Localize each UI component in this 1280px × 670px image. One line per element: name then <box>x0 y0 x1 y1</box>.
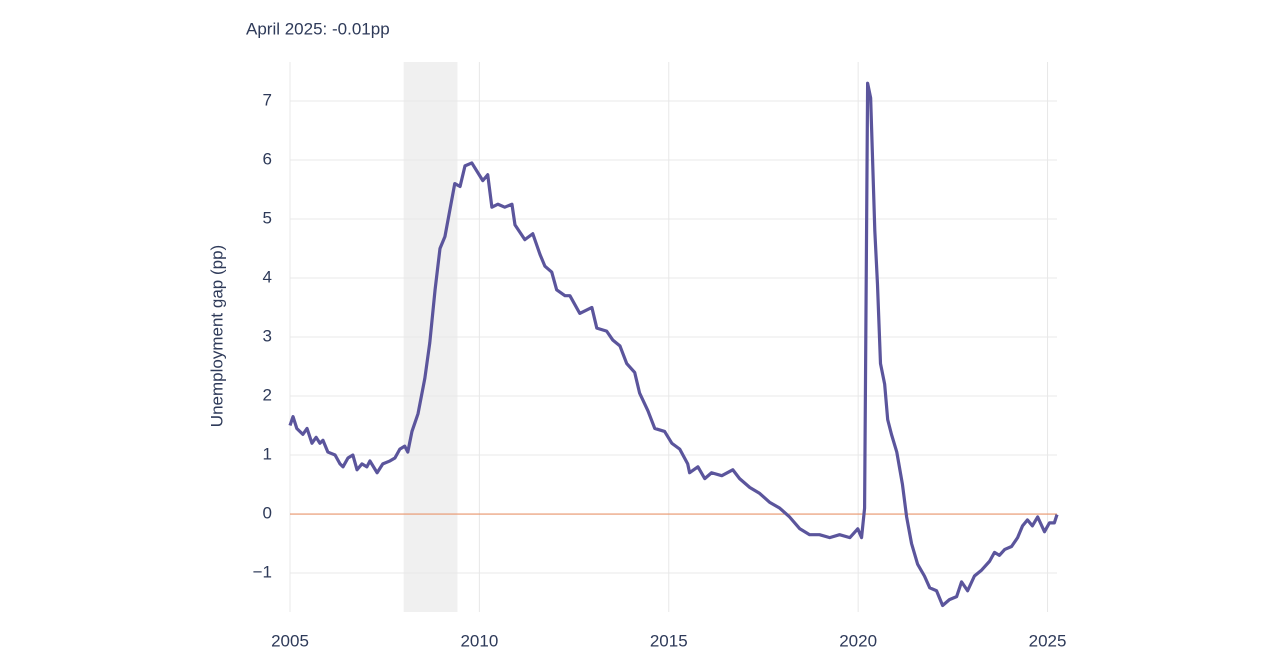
data-line <box>288 81 1059 608</box>
y-tick-label: 0 <box>263 504 272 523</box>
y-tick-label: 5 <box>263 208 272 227</box>
x-tick-label: 2005 <box>271 631 309 650</box>
y-tick-label: 6 <box>263 149 272 168</box>
y-tick-label: 1 <box>263 445 272 464</box>
annotation: April 2025: -0.01pp <box>246 19 390 38</box>
x-tick-label: 2015 <box>650 631 688 650</box>
y-tick-label: −1 <box>253 563 272 582</box>
x-tick-label: 2025 <box>1029 631 1067 650</box>
y-tick-label: 7 <box>263 90 272 109</box>
x-tick-label: 2020 <box>839 631 877 650</box>
x-tick-label: 2010 <box>460 631 498 650</box>
y-tick-label: 2 <box>263 385 272 404</box>
y-axis-label: Unemployment gap (pp) <box>207 245 226 427</box>
y-tick-label: 3 <box>263 326 272 345</box>
y-tick-label: 4 <box>263 267 272 286</box>
